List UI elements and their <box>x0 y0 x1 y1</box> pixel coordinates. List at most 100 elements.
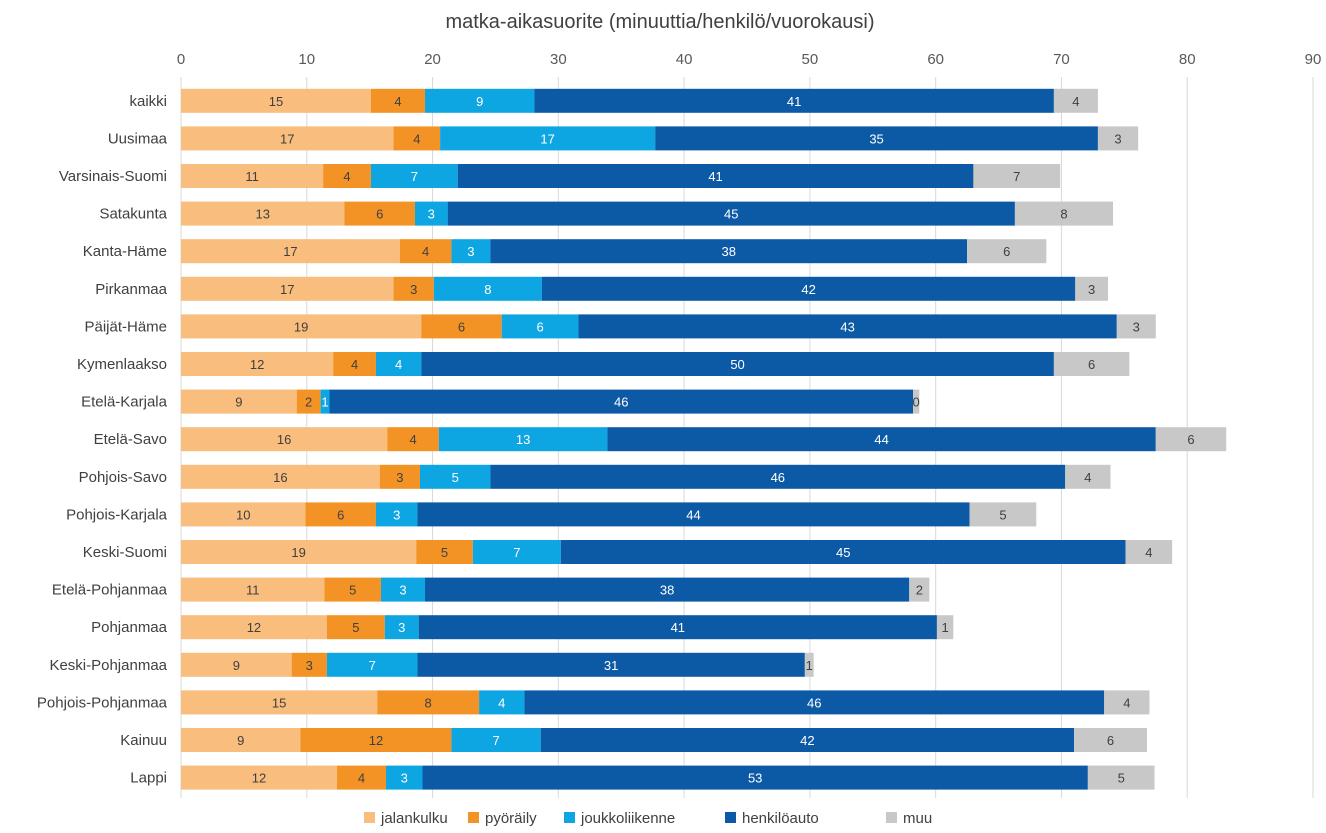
bar-segment-muu <box>913 389 920 414</box>
bar-segment-pyöräily <box>387 427 439 452</box>
category-label: Pohjois-Karjala <box>66 506 168 523</box>
bar-segment-henkilöauto <box>490 239 968 264</box>
data-label: 9 <box>476 94 483 109</box>
x-tick-label: 0 <box>177 51 185 68</box>
data-label: 46 <box>614 395 628 410</box>
bar-segment-muu <box>1116 314 1156 339</box>
bar-segment-jalankulku <box>181 540 417 564</box>
data-label: 9 <box>233 658 240 673</box>
data-label: 5 <box>452 470 459 485</box>
data-label: 31 <box>604 658 618 673</box>
x-tick-label: 90 <box>1305 51 1322 68</box>
bar-segment-joukkoliikenne <box>375 502 418 527</box>
bar-segment-henkilöauto <box>417 502 970 527</box>
bar-segment-pyöräily <box>393 276 434 301</box>
bar-segment-pyöräily <box>370 88 426 113</box>
bar-segment-joukkoliikenne <box>326 652 418 677</box>
bar-segment-joukkoliikenne <box>386 765 423 790</box>
data-label: 3 <box>1088 282 1095 297</box>
data-label: 17 <box>280 282 294 297</box>
data-label: 4 <box>358 771 365 786</box>
bar-segment-henkilöauto <box>490 464 1066 489</box>
category-label: Kymenlaakso <box>77 356 167 373</box>
x-tick-label: 70 <box>1053 51 1070 68</box>
bar-segment-muu <box>1065 464 1111 489</box>
data-label: 41 <box>708 169 722 184</box>
bar-segment-jalankulku <box>181 728 301 752</box>
data-label: 11 <box>246 583 260 598</box>
bar-segment-muu <box>1075 276 1108 301</box>
bar-segment-jalankulku <box>181 577 325 602</box>
bar-segment-pyöräily <box>377 690 480 715</box>
x-tick-label: 80 <box>1179 51 1196 68</box>
bar-segment-joukkoliikenne <box>451 239 491 264</box>
bar-segment-henkilöauto <box>421 352 1054 376</box>
data-label: 15 <box>272 695 286 710</box>
legend-label: joukkoliikenne <box>580 810 675 827</box>
bar-segment-pyöräily <box>399 239 452 264</box>
x-tick-label: 50 <box>802 51 819 68</box>
bar-segment-muu <box>1104 690 1150 715</box>
data-label: 6 <box>1107 733 1114 748</box>
bar-segment-muu <box>1014 201 1114 226</box>
data-label: 3 <box>401 771 408 786</box>
data-label: 4 <box>1145 545 1152 560</box>
data-label: 6 <box>337 507 344 522</box>
data-label: 12 <box>252 771 266 786</box>
data-label: 6 <box>376 207 383 222</box>
data-label: 41 <box>787 94 801 109</box>
data-label: 2 <box>916 583 923 598</box>
bar-segment-joukkoliikenne <box>414 201 448 226</box>
bar-segment-muu <box>936 615 954 640</box>
bar-segment-joukkoliikenne <box>384 615 419 640</box>
x-tick-label: 30 <box>550 51 567 68</box>
bar-segment-jalankulku <box>181 652 292 677</box>
bar-segment-henkilöauto <box>524 690 1105 715</box>
bar-segment-joukkoliikenne <box>438 427 608 452</box>
data-label: 13 <box>256 207 270 222</box>
bar-segment-muu <box>1125 540 1173 564</box>
data-label: 3 <box>399 583 406 598</box>
legend-swatch-henkilöauto <box>725 812 736 823</box>
bar-segment-henkilöauto <box>417 652 805 677</box>
bar-segment-joukkoliikenne <box>425 88 535 113</box>
bars <box>181 88 1227 790</box>
category-label: Satakunta <box>99 206 167 223</box>
data-label: 6 <box>1187 432 1194 447</box>
bar-segment-pyöräily <box>333 352 376 376</box>
data-label: 12 <box>369 733 383 748</box>
bar-segment-muu <box>1097 126 1139 151</box>
data-label: 42 <box>800 733 814 748</box>
data-label: 4 <box>409 432 416 447</box>
category-label: Kanta-Häme <box>83 243 167 260</box>
bar-segment-jalankulku <box>181 201 345 226</box>
category-label: Kainuu <box>120 732 167 749</box>
legend-swatch-jalankulku <box>364 812 375 823</box>
bar-segment-henkilöauto <box>655 126 1098 151</box>
data-label: 6 <box>1088 357 1095 372</box>
data-label: 4 <box>395 357 402 372</box>
bar-segment-pyöräily <box>379 464 420 489</box>
data-labels: 15 4 9 41 417 4 17 35 311 4 7 41 713 6 3 45 817 4 3 38 617 3 8… <box>233 94 1195 786</box>
bar-segment-joukkoliikenne <box>370 164 458 188</box>
bar-segment-joukkoliikenne <box>440 126 656 151</box>
data-label: 4 <box>1123 695 1130 710</box>
legend: jalankulku pyöräily joukkoliikenne henkilöa… <box>364 810 932 827</box>
bar-segment-muu <box>804 652 814 677</box>
data-label: 45 <box>724 207 738 222</box>
data-label: 0 <box>913 395 920 410</box>
bar-segment-muu <box>1053 88 1098 113</box>
data-label: 15 <box>269 94 283 109</box>
data-label: 6 <box>536 319 543 334</box>
bar-segment-pyöräily <box>336 765 387 790</box>
data-label: 42 <box>801 282 815 297</box>
bar-segment-pyöräily <box>421 314 502 339</box>
bar-segment-jalankulku <box>181 276 394 301</box>
data-label: 7 <box>1013 169 1020 184</box>
category-label: Pohjois-Savo <box>79 469 167 486</box>
data-label: 4 <box>1072 94 1079 109</box>
data-label: 4 <box>394 94 401 109</box>
bar-segment-henkilöauto <box>534 88 1054 113</box>
bar-segment-muu <box>1155 427 1227 452</box>
data-label: 7 <box>411 169 418 184</box>
